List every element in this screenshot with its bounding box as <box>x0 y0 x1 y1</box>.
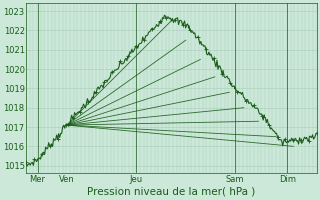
X-axis label: Pression niveau de la mer( hPa ): Pression niveau de la mer( hPa ) <box>87 187 255 197</box>
